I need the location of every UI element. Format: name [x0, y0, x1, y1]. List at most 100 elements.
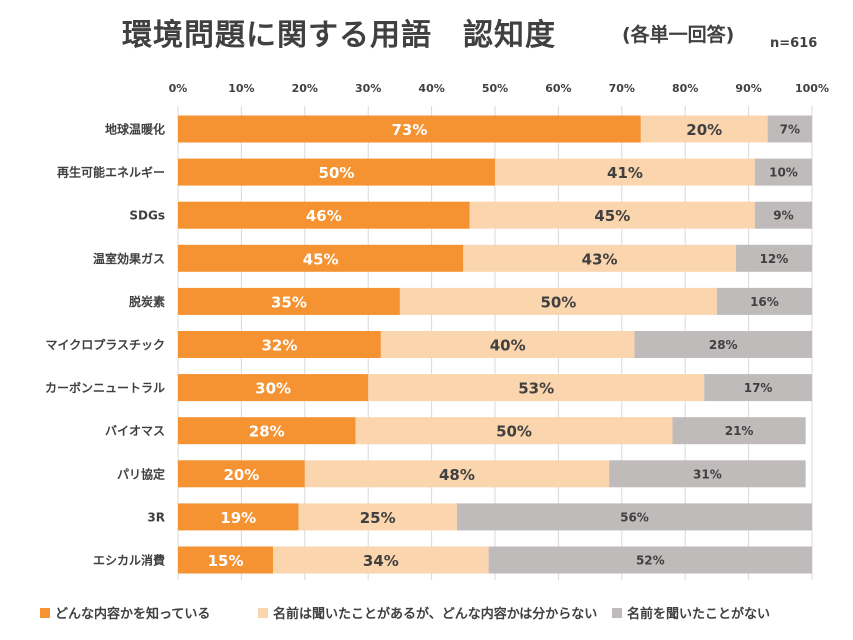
data-label: 50% [540, 293, 576, 311]
data-label: 56% [620, 510, 649, 524]
bar-segment [178, 158, 495, 186]
category-label: 脱炭素 [129, 294, 165, 309]
bar-segment [495, 158, 755, 186]
data-label: 31% [693, 467, 722, 481]
bar-segment [178, 244, 464, 272]
category-label: 温室効果ガス [93, 251, 165, 266]
category-label: パリ協定 [117, 466, 165, 481]
x-tick-label: 100% [795, 82, 829, 95]
x-tick-label: 60% [545, 82, 571, 95]
data-label: 21% [725, 424, 754, 438]
data-label: 52% [636, 554, 665, 568]
x-tick-label: 90% [735, 82, 761, 95]
bar-segment [178, 115, 641, 143]
bar-segment [754, 201, 812, 229]
data-label: 53% [518, 380, 554, 398]
bar-segment [469, 201, 755, 229]
category-label: マイクロプラスチック [45, 337, 165, 352]
category-label: SDGs [129, 209, 165, 223]
bar-segment [754, 158, 812, 186]
data-label: 12% [760, 252, 789, 266]
data-label: 16% [750, 295, 779, 309]
data-label: 20% [686, 121, 722, 139]
data-label: 28% [249, 423, 285, 441]
x-tick-label: 40% [418, 82, 444, 95]
data-label: 45% [303, 250, 339, 268]
bar-segment [178, 460, 305, 488]
legend: どんな内容かを知っている 名前は聞いたことがあるが、どんな内容かは分からない 名… [40, 603, 840, 625]
legend-item-never: 名前を聞いたことがない [612, 603, 770, 622]
bar-segment [640, 115, 768, 143]
data-label: 50% [496, 423, 532, 441]
x-tick-label: 10% [228, 82, 254, 95]
bar-segment [399, 287, 717, 315]
data-label: 17% [744, 381, 773, 395]
data-label: 20% [223, 466, 259, 484]
bar-segment [456, 503, 812, 531]
data-label: 35% [271, 293, 307, 311]
bar-segment [178, 331, 381, 358]
bar-segment [609, 460, 806, 488]
data-label: 45% [594, 207, 630, 225]
category-label: エシカル消費 [93, 553, 165, 568]
x-tick-label: 70% [609, 82, 635, 95]
category-label: 地球温暖化 [105, 122, 165, 137]
data-label: 40% [490, 337, 526, 355]
bar-segment [178, 201, 470, 229]
legend-swatch-known [40, 607, 50, 618]
legend-label-known: どんな内容かを知っている [55, 607, 211, 622]
category-label: カーボンニュートラル [45, 380, 165, 395]
data-label: 43% [582, 250, 618, 268]
data-label: 73% [391, 121, 427, 139]
legend-item-known: どんな内容かを知っている [40, 603, 210, 622]
data-label: 50% [319, 164, 355, 182]
data-label: 25% [360, 509, 396, 527]
bar-segment [380, 331, 635, 358]
x-tick-label: 80% [672, 82, 698, 95]
data-label: 9% [773, 209, 793, 223]
data-label: 10% [769, 166, 798, 180]
bar-segment [298, 503, 457, 531]
x-tick-label: 0% [169, 82, 188, 95]
legend-label-heard: 名前は聞いたことがあるが、どんな内容かは分からない [273, 607, 598, 622]
bar-segment [735, 244, 812, 272]
bar-segment [178, 287, 400, 315]
bar-segment [463, 244, 736, 272]
data-label: 15% [208, 552, 244, 570]
x-tick-label: 30% [355, 82, 381, 95]
bar-segment [178, 546, 274, 574]
title-row: 環境問題に関する用語 認知度 (各単一回答) n=616 [0, 0, 853, 60]
category-label: 3R [147, 510, 165, 524]
bar-segment [273, 546, 489, 574]
legend-item-heard: 名前は聞いたことがあるが、どんな内容かは分からない [258, 603, 597, 622]
bar-segment [178, 374, 369, 402]
bar-segment [634, 331, 812, 358]
legend-swatch-never [612, 607, 622, 618]
bar-segment [355, 417, 673, 445]
data-label: 48% [439, 466, 475, 484]
data-label: 46% [306, 207, 342, 225]
bar-segment [304, 460, 610, 488]
data-label: 32% [261, 337, 297, 355]
data-label: 28% [709, 338, 738, 352]
bar-segment [178, 503, 299, 531]
chart-subtitle: (各単一回答) [622, 24, 735, 46]
x-tick-label: 50% [482, 82, 508, 95]
bar-segment [178, 417, 356, 445]
bar-segment [767, 115, 812, 143]
bar-segment [368, 374, 705, 402]
data-label: 30% [255, 380, 291, 398]
bar-segment [672, 417, 806, 445]
category-label: バイオマス [105, 424, 165, 438]
stacked-bar-chart: 0% 10% 20% 30% 40% 50% 60% 70% 80% 90% 100% 地球温暖化 73… [45, 82, 829, 580]
chart-title: 環境問題に関する用語 認知度 [122, 18, 556, 53]
bar-segment [704, 374, 812, 402]
category-label: 再生可能エネルギー [57, 165, 165, 180]
legend-label-never: 名前を聞いたことがない [627, 607, 771, 622]
data-label: 34% [363, 552, 399, 570]
data-label: 19% [220, 509, 256, 527]
data-label: 41% [607, 164, 643, 182]
data-label: 7% [780, 123, 800, 137]
sample-size-label: n=616 [770, 36, 818, 51]
bar-segment [716, 287, 812, 315]
